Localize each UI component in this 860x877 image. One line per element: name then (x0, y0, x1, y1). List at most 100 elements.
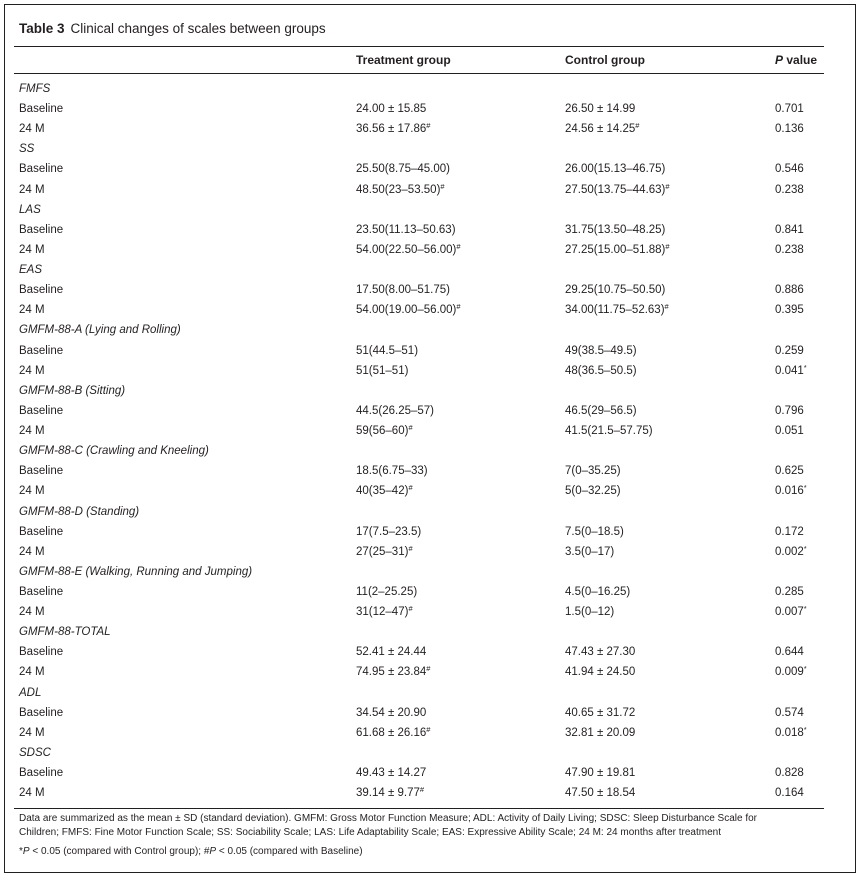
table-row: 24 M 48.50(23–53.50)# 27.50(13.75–44.63)# 0… (0, 182, 860, 202)
row-label: 24 M (19, 666, 45, 679)
p-value: 0.644 (775, 644, 804, 660)
treatment-value: 59(56–60)# (356, 423, 413, 439)
p-value-text: 0.841 (775, 223, 804, 236)
control-value-text: 24.56 ± 14.25 (565, 123, 636, 136)
significance-mark: # (664, 302, 669, 312)
table-number: Table 3 (19, 21, 65, 36)
p-value: 0.259 (775, 343, 804, 359)
significance-mark: * (803, 724, 807, 734)
p-value-text: 0.796 (775, 404, 804, 417)
control-value-text: 4.5(0–16.25) (565, 586, 631, 598)
row-label: Baseline (19, 344, 64, 357)
control-value-text: 40.65 ± 31.72 (565, 706, 636, 719)
control-value: 48(36.5–50.5) (565, 363, 637, 379)
table-title: Table 3 Clinical changes of scales betwee… (19, 21, 326, 36)
section-label: SS (19, 143, 35, 156)
treatment-value: 61.68 ± 26.16# (356, 725, 430, 741)
section-row: FMFS (0, 81, 860, 101)
p-value: 0.051 (775, 423, 804, 439)
p-value: 0.238 (775, 182, 804, 198)
p-value: 0.285 (775, 584, 804, 600)
treatment-value-text: 34.54 ± 20.90 (356, 706, 427, 719)
control-value: 1.5(0–12) (565, 604, 614, 620)
section-row: GMFM-88-E (Walking, Running and Jumping) (0, 564, 860, 584)
table-row: 24 M 51(51–51) 48(36.5–50.5) 0.041* (0, 363, 860, 383)
table-row: Baseline 34.54 ± 20.90 40.65 ± 31.72 0.574 (0, 705, 860, 725)
p-value-text: 0.625 (775, 465, 804, 478)
p-value: 0.007* (775, 604, 807, 620)
footnote-star: * (19, 846, 23, 857)
treatment-value-text: 51(44.5–51) (356, 344, 419, 357)
control-value-text: 47.90 ± 19.81 (565, 767, 636, 780)
table-row: 24 M 31(12–47)# 1.5(0–12) 0.007* (0, 604, 860, 624)
significance-mark: # (408, 483, 413, 493)
significance-mark: # (426, 664, 431, 674)
p-value-text: 0.644 (775, 646, 804, 659)
row-label: Baseline (19, 103, 64, 116)
table-row: 24 M 40(35–42)# 5(0–32.25) 0.016* (0, 483, 860, 503)
treatment-value: 17(7.5–23.5) (356, 524, 421, 540)
significance-mark: * (803, 543, 807, 553)
p-value-text: 0.701 (775, 103, 804, 116)
significance-mark: * (803, 362, 807, 372)
table-row: Baseline 11(2–25.25) 4.5(0–16.25) 0.285 (0, 584, 860, 604)
table-row: Baseline 17.50(8.00–51.75) 29.25(10.75–50.… (0, 282, 860, 302)
treatment-value: 36.56 ± 17.86# (356, 121, 430, 137)
footnote-p-2: P (209, 846, 217, 857)
control-value-text: 26.00(15.13–46.75) (565, 163, 666, 176)
footnote-control-note: < 0.05 (compared with Control group); # (29, 846, 210, 857)
row-label: 24 M (19, 425, 45, 438)
header-control-group: Control group (565, 53, 645, 67)
section-row: GMFM-88-C (Crawling and Kneeling) (0, 443, 860, 463)
p-value: 0.238 (775, 242, 804, 258)
p-value-text: 0.238 (775, 243, 804, 256)
significance-mark: # (456, 302, 461, 312)
row-label: Baseline (19, 465, 64, 478)
treatment-value: 25.50(8.75–45.00) (356, 161, 450, 177)
bottom-rule (14, 808, 824, 809)
p-value: 0.574 (775, 705, 804, 721)
header-rule (14, 73, 824, 74)
treatment-value: 74.95 ± 23.84# (356, 664, 430, 680)
row-label: Baseline (19, 404, 64, 417)
treatment-value-text: 61.68 ± 26.16 (356, 726, 427, 739)
significance-mark: # (635, 121, 640, 131)
row-label: 24 M (19, 183, 45, 196)
header-p-value: P value (775, 53, 817, 67)
p-value-text: 0.238 (775, 183, 804, 196)
control-value-text: 7.5(0–18.5) (565, 525, 624, 538)
p-value: 0.546 (775, 161, 804, 177)
significance-mark: # (408, 543, 413, 553)
row-label: Baseline (19, 223, 64, 236)
significance-mark: * (803, 604, 807, 614)
treatment-value-text: 17.50(8.00–51.75) (356, 284, 450, 297)
section-row: SDSC (0, 745, 860, 765)
table-row: 24 M 61.68 ± 26.16# 32.81 ± 20.09 0.018* (0, 725, 860, 745)
control-value-text: 29.25(10.75–50.50) (565, 284, 666, 297)
treatment-value-text: 39.14 ± 9.77 (356, 787, 420, 800)
treatment-value: 44.5(26.25–57) (356, 403, 434, 419)
treatment-value-text: 31(12–47) (356, 606, 409, 619)
p-value: 0.018* (775, 725, 807, 741)
significance-mark: # (665, 181, 670, 191)
p-value: 0.172 (775, 524, 804, 540)
p-value-text: 0.395 (775, 304, 804, 317)
table-row: 24 M 39.14 ± 9.77# 47.50 ± 18.54 0.164 (0, 785, 860, 805)
table-row: 24 M 59(56–60)# 41.5(21.5–57.75) 0.051 (0, 423, 860, 443)
section-row: ADL (0, 685, 860, 705)
section-row: SS (0, 141, 860, 161)
treatment-value: 34.54 ± 20.90 (356, 705, 426, 721)
control-value-text: 5(0–32.25) (565, 485, 621, 498)
treatment-value-text: 18.5(6.75–33) (356, 465, 428, 478)
section-label: GMFM-88-TOTAL (19, 626, 111, 639)
table-row: Baseline 52.41 ± 24.44 47.43 ± 27.30 0.644 (0, 644, 860, 664)
table-row: Baseline 44.5(26.25–57) 46.5(29–56.5) 0.796 (0, 403, 860, 423)
treatment-value: 31(12–47)# (356, 604, 413, 620)
p-value-text: 0.546 (775, 163, 804, 176)
treatment-value: 11(2–25.25) (356, 584, 417, 600)
treatment-value-text: 48.50(23–53.50) (356, 183, 441, 196)
footnote-baseline-note: < 0.05 (compared with Baseline) (216, 846, 363, 857)
control-value: 34.00(11.75–52.63)# (565, 302, 669, 318)
p-value: 0.886 (775, 282, 804, 298)
p-value: 0.625 (775, 463, 804, 479)
